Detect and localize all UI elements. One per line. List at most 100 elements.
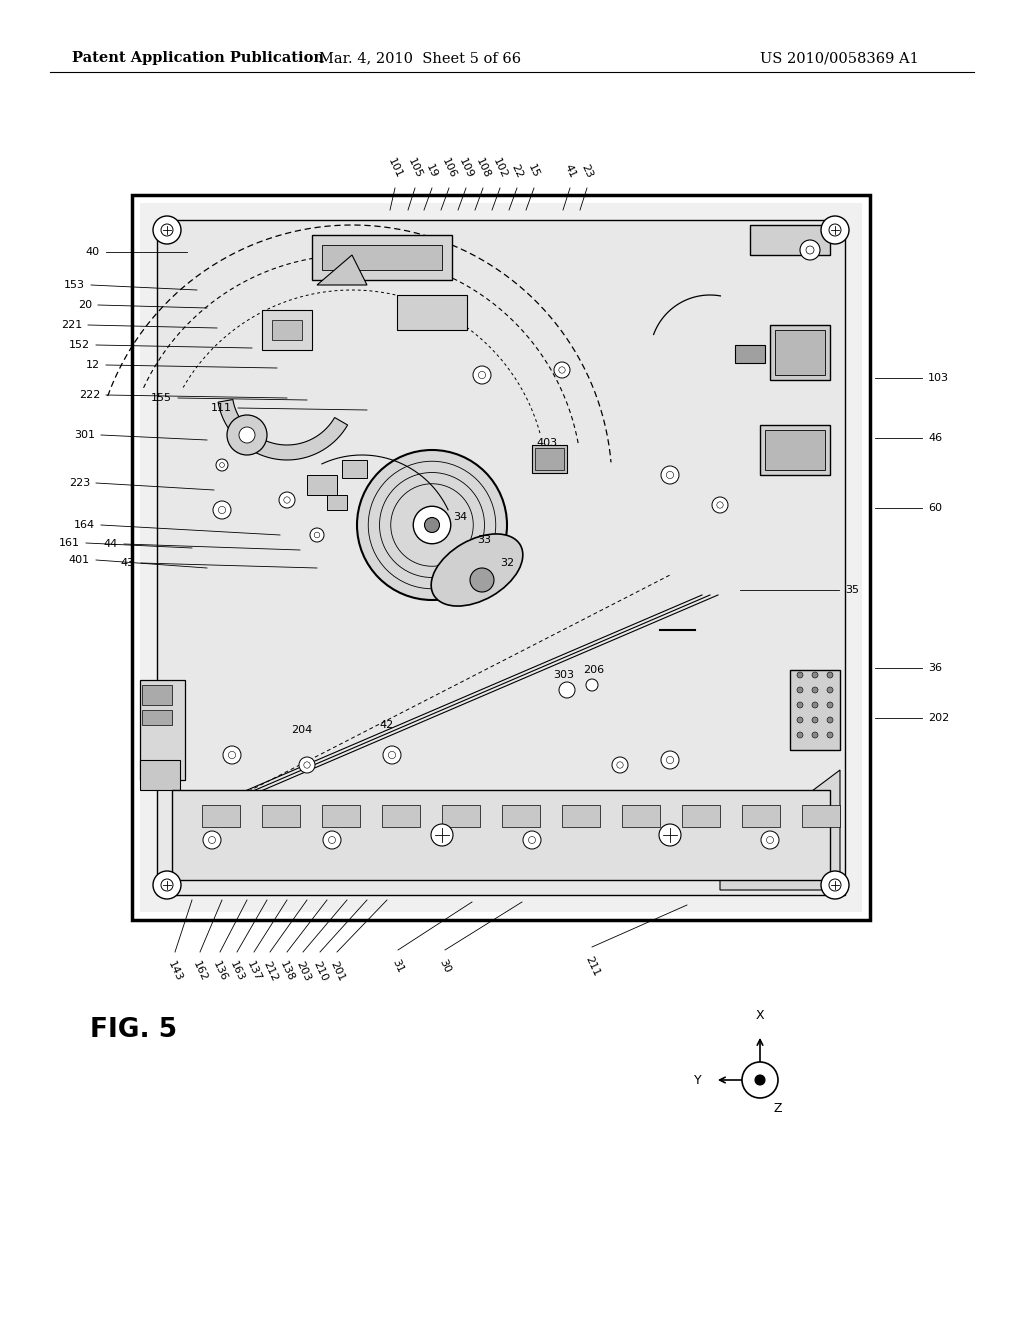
Text: 211: 211: [583, 954, 601, 978]
Text: 221: 221: [60, 319, 82, 330]
Text: 36: 36: [928, 663, 942, 673]
Circle shape: [478, 371, 485, 379]
Circle shape: [797, 672, 803, 678]
Bar: [132, 195, 870, 920]
Text: 109: 109: [457, 157, 475, 180]
Circle shape: [388, 751, 395, 759]
Text: 60: 60: [928, 503, 942, 513]
Bar: [322, 246, 442, 271]
Bar: [140, 680, 185, 780]
Circle shape: [829, 224, 841, 236]
Text: Patent Application Publication: Patent Application Publication: [72, 51, 324, 65]
Circle shape: [523, 832, 541, 849]
Circle shape: [800, 240, 820, 260]
Circle shape: [314, 532, 319, 537]
Circle shape: [219, 462, 224, 467]
Circle shape: [767, 837, 773, 843]
Text: 201: 201: [328, 960, 346, 983]
Text: 111: 111: [211, 403, 232, 413]
Text: 155: 155: [151, 393, 172, 403]
Bar: [775, 330, 825, 375]
Text: 203: 203: [294, 960, 312, 983]
Circle shape: [213, 502, 231, 519]
Bar: [342, 459, 367, 478]
Ellipse shape: [431, 535, 523, 606]
Text: 32: 32: [500, 558, 514, 568]
Text: 42: 42: [380, 719, 394, 730]
Circle shape: [797, 717, 803, 723]
Circle shape: [228, 751, 236, 759]
Circle shape: [755, 1074, 765, 1085]
Text: 212: 212: [261, 960, 279, 983]
Text: 210: 210: [311, 960, 329, 983]
Circle shape: [528, 837, 536, 843]
Text: 401: 401: [69, 554, 90, 565]
Circle shape: [712, 498, 728, 513]
Text: 301: 301: [74, 430, 95, 440]
Text: 12: 12: [86, 360, 100, 370]
Circle shape: [284, 496, 290, 503]
Circle shape: [761, 832, 779, 849]
Circle shape: [806, 246, 814, 253]
Bar: [312, 235, 452, 280]
Circle shape: [310, 528, 324, 543]
Bar: [262, 310, 312, 350]
Text: 31: 31: [390, 958, 406, 975]
Bar: [535, 447, 564, 470]
Circle shape: [161, 879, 173, 891]
Text: 153: 153: [63, 280, 85, 290]
Text: US 2010/0058369 A1: US 2010/0058369 A1: [760, 51, 919, 65]
Bar: [134, 197, 868, 917]
Circle shape: [209, 837, 215, 843]
Text: 46: 46: [928, 433, 942, 444]
Text: 105: 105: [407, 157, 424, 180]
Circle shape: [812, 717, 818, 723]
Circle shape: [797, 702, 803, 708]
Text: FIG. 5: FIG. 5: [90, 1016, 177, 1043]
Text: 40: 40: [86, 247, 100, 257]
Text: 163: 163: [228, 960, 246, 983]
Bar: [502, 805, 540, 828]
Bar: [532, 445, 567, 473]
Bar: [142, 685, 172, 705]
Text: Z: Z: [774, 1102, 782, 1115]
Circle shape: [821, 216, 849, 244]
Text: 136: 136: [211, 960, 229, 983]
Text: X: X: [756, 1008, 764, 1022]
Text: 164: 164: [74, 520, 95, 531]
Circle shape: [827, 672, 833, 678]
Text: 20: 20: [78, 300, 92, 310]
Bar: [442, 805, 480, 828]
Text: Mar. 4, 2010  Sheet 5 of 66: Mar. 4, 2010 Sheet 5 of 66: [318, 51, 521, 65]
Text: 19: 19: [425, 162, 439, 180]
Circle shape: [827, 686, 833, 693]
Bar: [140, 203, 862, 912]
Circle shape: [662, 751, 679, 770]
Circle shape: [667, 471, 674, 479]
Circle shape: [203, 832, 221, 849]
Text: 202: 202: [928, 713, 949, 723]
Text: 22: 22: [510, 162, 524, 180]
Bar: [770, 325, 830, 380]
Text: 152: 152: [69, 341, 90, 350]
Text: 137: 137: [245, 960, 263, 983]
Circle shape: [667, 756, 674, 763]
Circle shape: [304, 762, 310, 768]
Text: 162: 162: [191, 960, 209, 983]
Polygon shape: [720, 770, 840, 890]
Bar: [307, 475, 337, 495]
Text: 108: 108: [474, 157, 492, 180]
Text: 223: 223: [69, 478, 90, 488]
Circle shape: [425, 517, 439, 532]
Circle shape: [239, 426, 255, 444]
Circle shape: [559, 367, 565, 374]
Circle shape: [153, 871, 181, 899]
Bar: [562, 805, 600, 828]
Bar: [150, 213, 852, 902]
Circle shape: [827, 702, 833, 708]
Text: 403: 403: [537, 438, 557, 447]
Bar: [382, 805, 420, 828]
Bar: [750, 224, 830, 255]
Circle shape: [554, 362, 570, 378]
Bar: [682, 805, 720, 828]
